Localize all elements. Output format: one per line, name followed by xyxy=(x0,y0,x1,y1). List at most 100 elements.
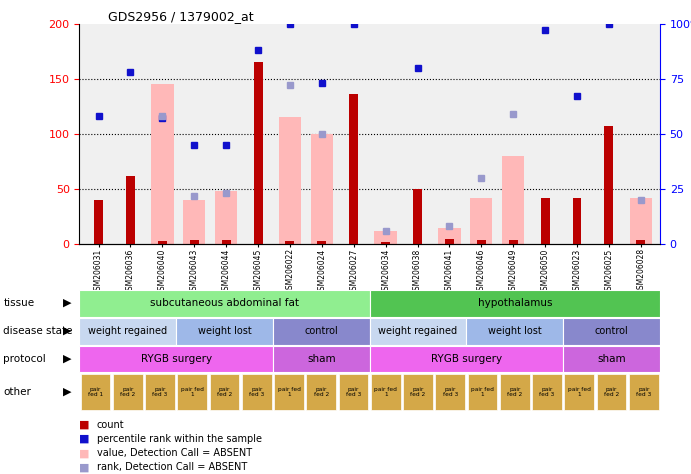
Text: pair
fed 3: pair fed 3 xyxy=(636,387,652,397)
Text: hypothalamus: hypothalamus xyxy=(477,298,552,308)
Bar xyxy=(375,231,397,244)
Text: disease state: disease state xyxy=(3,326,73,336)
Bar xyxy=(466,318,563,345)
Text: other: other xyxy=(3,387,31,397)
Text: pair
fed 2: pair fed 2 xyxy=(410,387,426,397)
Bar xyxy=(339,374,368,410)
Text: subcutaneous abdominal fat: subcutaneous abdominal fat xyxy=(150,298,299,308)
Text: pair
fed 2: pair fed 2 xyxy=(507,387,522,397)
Bar xyxy=(370,318,466,345)
Text: pair
fed 2: pair fed 2 xyxy=(314,387,329,397)
Bar xyxy=(81,374,111,410)
Text: pair
fed 2: pair fed 2 xyxy=(120,387,135,397)
Bar xyxy=(151,84,173,244)
Text: ■: ■ xyxy=(79,434,90,444)
Bar xyxy=(79,318,176,345)
Text: control: control xyxy=(305,326,338,336)
Bar xyxy=(636,240,645,244)
Bar xyxy=(371,374,401,410)
Bar xyxy=(113,374,142,410)
Bar xyxy=(370,290,660,317)
Text: weight regained: weight regained xyxy=(88,326,167,336)
Text: pair
fed 3: pair fed 3 xyxy=(443,387,458,397)
Text: sham: sham xyxy=(597,354,626,364)
Bar xyxy=(563,346,660,373)
Text: value, Detection Call = ABSENT: value, Detection Call = ABSENT xyxy=(97,448,252,458)
Bar xyxy=(158,241,167,244)
Bar xyxy=(413,189,422,244)
Text: pair
fed 3: pair fed 3 xyxy=(153,387,168,397)
Text: pair fed
1: pair fed 1 xyxy=(181,387,204,397)
Text: weight lost: weight lost xyxy=(488,326,542,336)
Bar xyxy=(381,242,390,244)
Text: pair fed
1: pair fed 1 xyxy=(568,387,591,397)
Bar xyxy=(274,374,304,410)
Bar xyxy=(605,126,614,244)
Bar xyxy=(500,374,529,410)
Bar xyxy=(317,241,326,244)
Bar xyxy=(178,374,207,410)
Bar xyxy=(532,374,562,410)
Text: control: control xyxy=(595,326,628,336)
Bar xyxy=(404,374,433,410)
Bar xyxy=(370,346,563,373)
Bar xyxy=(565,374,594,410)
Bar xyxy=(242,374,272,410)
Text: pair fed
1: pair fed 1 xyxy=(278,387,301,397)
Bar xyxy=(222,240,231,244)
Text: weight lost: weight lost xyxy=(198,326,252,336)
Text: pair
fed 3: pair fed 3 xyxy=(346,387,361,397)
Text: tissue: tissue xyxy=(3,298,35,308)
Text: sham: sham xyxy=(307,354,336,364)
Bar xyxy=(468,374,498,410)
Text: weight regained: weight regained xyxy=(379,326,457,336)
Bar xyxy=(311,134,333,244)
Bar xyxy=(502,156,524,244)
Bar xyxy=(79,346,273,373)
Text: RYGB surgery: RYGB surgery xyxy=(431,354,502,364)
Text: pair
fed 2: pair fed 2 xyxy=(217,387,232,397)
Bar xyxy=(79,290,370,317)
Bar xyxy=(94,200,103,244)
Bar xyxy=(210,374,239,410)
Bar xyxy=(629,374,659,410)
Bar xyxy=(307,374,336,410)
Bar xyxy=(254,62,263,244)
Text: pair
fed 3: pair fed 3 xyxy=(540,387,555,397)
Bar xyxy=(126,176,135,244)
Text: ■: ■ xyxy=(79,448,90,458)
Text: ▶: ▶ xyxy=(64,354,72,364)
Bar xyxy=(183,200,205,244)
Text: ▶: ▶ xyxy=(64,298,72,308)
Text: pair
fed 3: pair fed 3 xyxy=(249,387,265,397)
Text: protocol: protocol xyxy=(3,354,46,364)
Bar xyxy=(435,374,465,410)
Bar xyxy=(349,94,358,244)
Text: GDS2956 / 1379002_at: GDS2956 / 1379002_at xyxy=(108,9,254,23)
Bar xyxy=(597,374,626,410)
Bar xyxy=(278,118,301,244)
Bar xyxy=(509,240,518,244)
Bar xyxy=(190,240,199,244)
Bar xyxy=(273,346,370,373)
Bar xyxy=(573,198,581,244)
Bar xyxy=(540,198,549,244)
Text: percentile rank within the sample: percentile rank within the sample xyxy=(97,434,262,444)
Bar xyxy=(145,374,175,410)
Text: pair fed
1: pair fed 1 xyxy=(471,387,494,397)
Text: pair
fed 1: pair fed 1 xyxy=(88,387,103,397)
Bar xyxy=(445,238,454,244)
Bar xyxy=(438,228,461,244)
Text: pair fed
1: pair fed 1 xyxy=(375,387,397,397)
Bar xyxy=(563,318,660,345)
Text: pair
fed 2: pair fed 2 xyxy=(604,387,619,397)
Bar xyxy=(79,244,660,465)
Text: count: count xyxy=(97,419,124,430)
Text: rank, Detection Call = ABSENT: rank, Detection Call = ABSENT xyxy=(97,462,247,473)
Text: ▶: ▶ xyxy=(64,387,72,397)
Text: RYGB surgery: RYGB surgery xyxy=(141,354,211,364)
Bar xyxy=(215,191,237,244)
Bar xyxy=(176,318,273,345)
Bar xyxy=(470,198,493,244)
Bar xyxy=(273,318,370,345)
